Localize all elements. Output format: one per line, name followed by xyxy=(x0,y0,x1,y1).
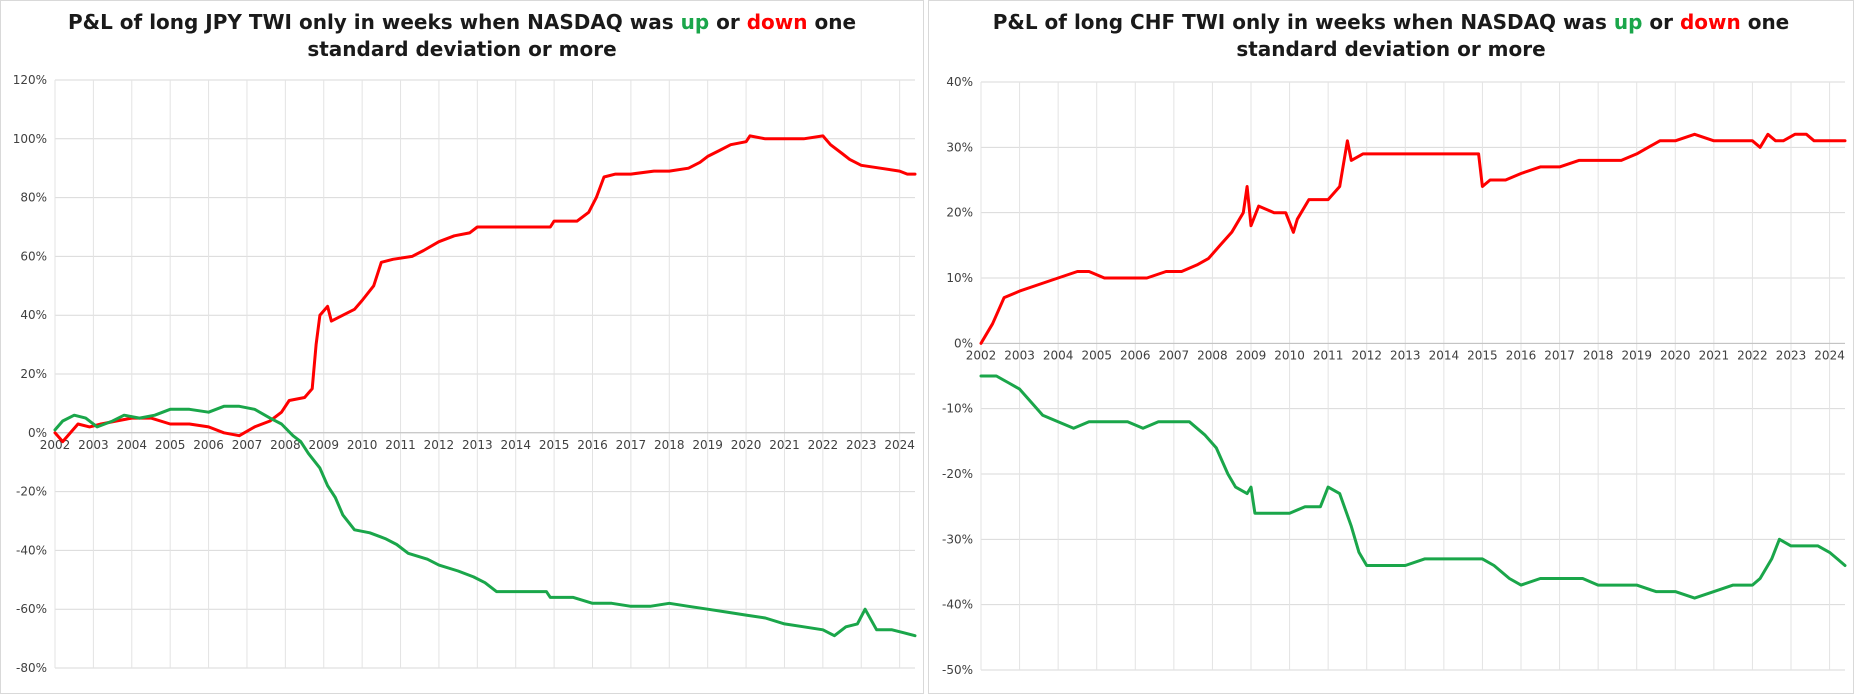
x-tick-label: 2003 xyxy=(1004,348,1035,362)
x-tick-label: 2018 xyxy=(654,438,685,452)
x-tick-label: 2021 xyxy=(1699,348,1730,362)
y-tick-label: 0% xyxy=(954,336,973,350)
x-tick-label: 2023 xyxy=(1776,348,1807,362)
y-tick-label: 40% xyxy=(946,75,973,89)
x-tick-label: 2020 xyxy=(731,438,762,452)
title-text: P&L of long JPY TWI only in weeks when N… xyxy=(67,10,681,34)
x-tick-label: 2015 xyxy=(539,438,570,452)
x-tick-label: 2014 xyxy=(500,438,531,452)
x-tick-label: 2015 xyxy=(1467,348,1498,362)
y-tick-label: 80% xyxy=(20,191,47,205)
chart-title-line1: P&L of long CHF TWI only in weeks when N… xyxy=(929,9,1853,36)
x-tick-label: 2019 xyxy=(692,438,723,452)
x-tick-label: 2017 xyxy=(616,438,647,452)
x-tick-label: 2013 xyxy=(462,438,493,452)
x-tick-label: 2016 xyxy=(1506,348,1537,362)
x-tick-label: 2011 xyxy=(1313,348,1344,362)
y-tick-label: 10% xyxy=(946,271,973,285)
title-or-word: or xyxy=(709,10,747,34)
chart-title-line1: P&L of long JPY TWI only in weeks when N… xyxy=(1,9,923,36)
x-tick-label: 2019 xyxy=(1621,348,1652,362)
title-down-word: down xyxy=(746,10,808,34)
x-tick-label: 2012 xyxy=(424,438,455,452)
x-tick-label: 2009 xyxy=(1236,348,1267,362)
x-tick-label: 2010 xyxy=(1274,348,1305,362)
y-tick-label: -50% xyxy=(942,663,973,677)
jpy-chart-panel: P&L of long JPY TWI only in weeks when N… xyxy=(0,0,924,694)
y-tick-label: 30% xyxy=(946,140,973,154)
x-tick-label: 2016 xyxy=(577,438,608,452)
x-tick-label: 2013 xyxy=(1390,348,1421,362)
x-tick-label: 2006 xyxy=(193,438,224,452)
x-tick-label: 2009 xyxy=(308,438,339,452)
x-tick-label: 2024 xyxy=(1814,348,1845,362)
x-tick-label: 2022 xyxy=(808,438,839,452)
title-text-end: one xyxy=(807,10,857,34)
y-tick-label: 40% xyxy=(20,308,47,322)
series-line xyxy=(53,134,917,444)
y-tick-label: -30% xyxy=(942,532,973,546)
title-text-end: one xyxy=(1740,10,1790,34)
series-line xyxy=(53,404,917,638)
y-tick-label: -80% xyxy=(16,661,47,675)
x-tick-label: 2023 xyxy=(846,438,877,452)
chf-line-chart: -50% -40% -30% -20% -10% 0% 10% 20% 30% 40% 2002 20… xyxy=(942,75,1847,677)
x-tick-label: 2008 xyxy=(1197,348,1228,362)
x-tick-label: 2010 xyxy=(347,438,378,452)
x-tick-label: 2020 xyxy=(1660,348,1691,362)
y-tick-label: 20% xyxy=(20,367,47,381)
title-up-word: up xyxy=(680,10,710,34)
y-tick-label: -40% xyxy=(942,598,973,612)
y-tick-label: -20% xyxy=(942,467,973,481)
y-tick-label: -10% xyxy=(942,402,973,416)
y-tick-label: -40% xyxy=(16,543,47,557)
title-or-word: or xyxy=(1642,10,1680,34)
chart-title-line2: standard deviation or more xyxy=(307,37,617,61)
y-tick-label: 100% xyxy=(13,132,47,146)
x-tick-label: 2014 xyxy=(1429,348,1460,362)
y-tick-label: 60% xyxy=(20,249,47,263)
x-tick-label: 2017 xyxy=(1544,348,1575,362)
x-tick-label: 2005 xyxy=(155,438,186,452)
x-tick-label: 2002 xyxy=(966,348,997,362)
series-line xyxy=(979,132,1847,345)
y-tick-label: 20% xyxy=(946,206,973,220)
x-tick-label: 2007 xyxy=(1159,348,1190,362)
chart-title-line2: standard deviation or more xyxy=(1236,37,1546,61)
x-tick-label: 2007 xyxy=(232,438,263,452)
x-tick-label: 2011 xyxy=(385,438,416,452)
y-tick-label: -20% xyxy=(16,485,47,499)
x-tick-label: 2021 xyxy=(769,438,800,452)
y-tick-label: 120% xyxy=(13,73,47,87)
jpy-line-chart: -80% -60% -40% -20% 0% 20% 40% 60% 80% 100% 120% 20… xyxy=(13,73,917,675)
chf-chart-panel: P&L of long CHF TWI only in weeks when N… xyxy=(928,0,1854,694)
title-text: P&L of long CHF TWI only in weeks when N… xyxy=(992,10,1614,34)
y-tick-label: -60% xyxy=(16,602,47,616)
x-tick-label: 2024 xyxy=(884,438,915,452)
x-tick-label: 2004 xyxy=(1043,348,1074,362)
x-tick-label: 2008 xyxy=(270,438,301,452)
x-tick-label: 2018 xyxy=(1583,348,1614,362)
x-tick-label: 2004 xyxy=(117,438,148,452)
x-tick-label: 2012 xyxy=(1351,348,1382,362)
x-tick-label: 2006 xyxy=(1120,348,1151,362)
chart-title: P&L of long CHF TWI only in weeks when N… xyxy=(929,9,1853,63)
title-up-word: up xyxy=(1613,10,1643,34)
y-tick-label: 0% xyxy=(28,426,47,440)
chart-title: P&L of long JPY TWI only in weeks when N… xyxy=(1,9,923,63)
x-tick-label: 2003 xyxy=(78,438,109,452)
title-down-word: down xyxy=(1679,10,1741,34)
x-tick-label: 2005 xyxy=(1081,348,1112,362)
x-tick-label: 2022 xyxy=(1737,348,1768,362)
series-line xyxy=(979,374,1847,600)
